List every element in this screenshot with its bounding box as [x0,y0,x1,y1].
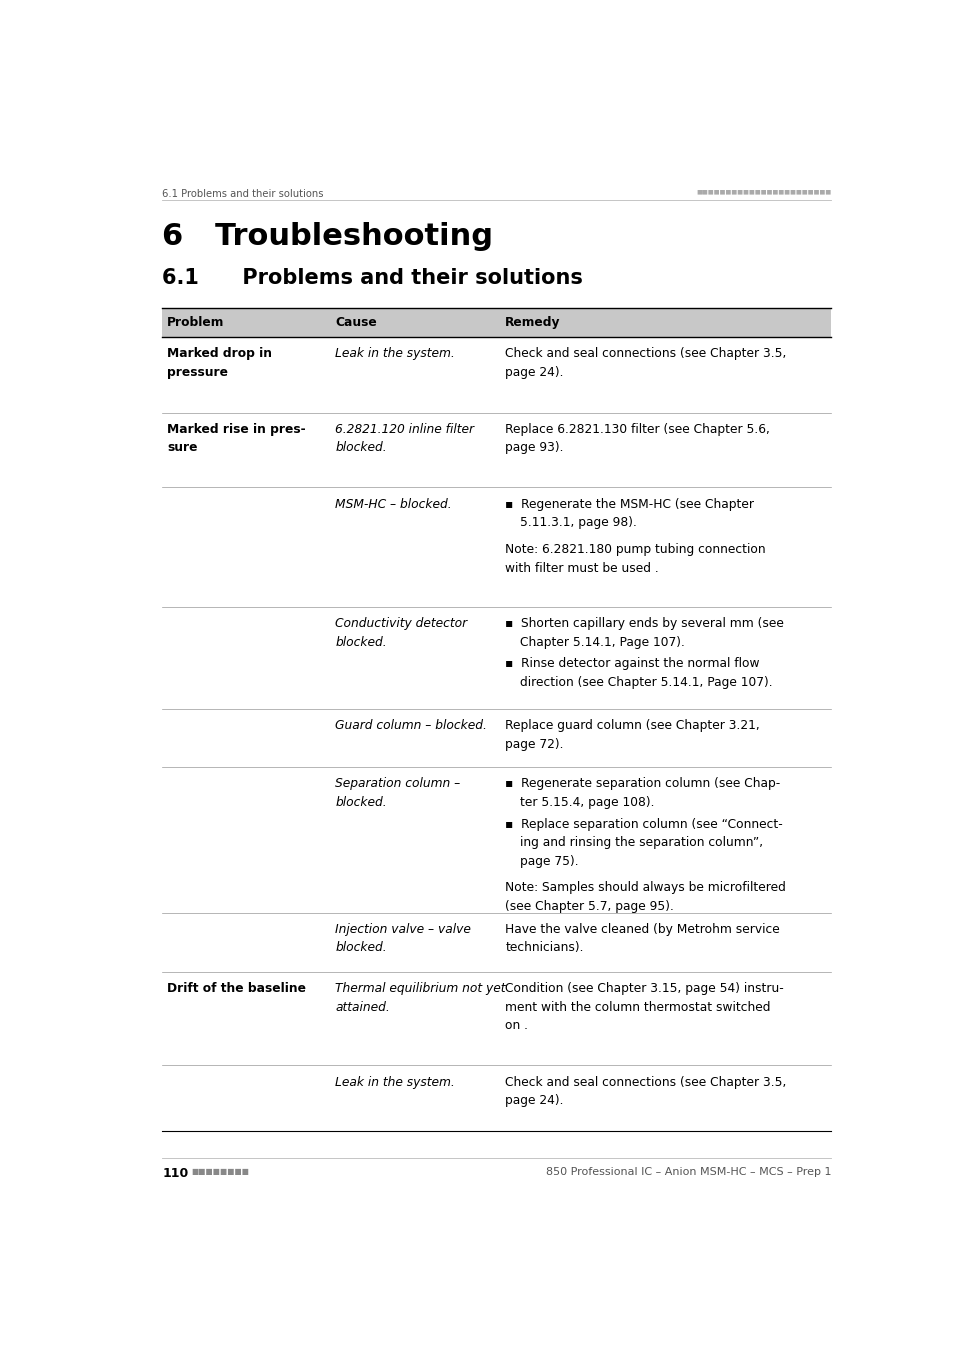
Text: 6.1 Problems and their solutions: 6.1 Problems and their solutions [162,189,323,198]
Text: Cause: Cause [335,316,376,328]
Text: ▪  Regenerate the MSM-HC (see Chapter: ▪ Regenerate the MSM-HC (see Chapter [505,498,754,510]
Text: 5.11.3.1, page 98).: 5.11.3.1, page 98). [519,516,637,529]
Text: MSM-HC – blocked.: MSM-HC – blocked. [335,498,452,510]
Text: 6   Troubleshooting: 6 Troubleshooting [162,223,493,251]
Text: Injection valve – valve: Injection valve – valve [335,923,471,936]
Text: ment with the column thermostat switched: ment with the column thermostat switched [505,1000,770,1014]
Text: blocked.: blocked. [335,441,386,455]
Text: blocked.: blocked. [335,636,386,649]
Text: Remedy: Remedy [505,316,560,328]
Text: page 93).: page 93). [505,441,563,455]
Text: page 24).: page 24). [505,366,563,378]
Text: Replace 6.2821.130 filter (see Chapter 5.6,: Replace 6.2821.130 filter (see Chapter 5… [505,423,769,436]
Text: ▪  Rinse detector against the normal flow: ▪ Rinse detector against the normal flow [505,657,759,671]
Text: Replace guard column (see Chapter 3.21,: Replace guard column (see Chapter 3.21, [505,720,760,732]
Text: direction (see Chapter 5.14.1, Page 107).: direction (see Chapter 5.14.1, Page 107)… [519,676,772,688]
Text: technicians).: technicians). [505,941,583,954]
Text: ter 5.15.4, page 108).: ter 5.15.4, page 108). [519,796,654,809]
Text: ▪  Shorten capillary ends by several mm (see: ▪ Shorten capillary ends by several mm (… [505,617,783,630]
Text: on .: on . [505,1019,528,1033]
Text: Problem: Problem [167,316,225,328]
Text: Leak in the system.: Leak in the system. [335,1076,455,1088]
Text: Condition (see Chapter 3.15, page 54) instru-: Condition (see Chapter 3.15, page 54) in… [505,983,783,995]
Text: ▪  Replace separation column (see “Connect-: ▪ Replace separation column (see “Connec… [505,818,782,830]
Text: Guard column – blocked.: Guard column – blocked. [335,720,486,732]
Text: page 75).: page 75). [519,855,578,868]
Text: Marked rise in pres-: Marked rise in pres- [167,423,306,436]
Text: Note: Samples should always be microfiltered: Note: Samples should always be microfilt… [505,882,785,894]
Text: 6.2821.120 inline filter: 6.2821.120 inline filter [335,423,474,436]
Text: attained.: attained. [335,1000,390,1014]
Text: pressure: pressure [167,366,228,378]
Text: 850 Professional IC – Anion MSM-HC – MCS – Prep 1: 850 Professional IC – Anion MSM-HC – MCS… [545,1168,830,1177]
Bar [162,308,830,336]
Text: Note: 6.2821.180 pump tubing connection: Note: 6.2821.180 pump tubing connection [505,543,765,556]
Text: ▪  Regenerate separation column (see Chap-: ▪ Regenerate separation column (see Chap… [505,778,780,790]
Text: ■■■■■■■■■■■■■■■■■■■■■■■: ■■■■■■■■■■■■■■■■■■■■■■■ [696,189,830,194]
Text: 6.1      Problems and their solutions: 6.1 Problems and their solutions [162,269,582,288]
Text: Marked drop in: Marked drop in [167,347,272,360]
Text: Conductivity detector: Conductivity detector [335,617,467,630]
Text: Have the valve cleaned (by Metrohm service: Have the valve cleaned (by Metrohm servi… [505,923,780,936]
Text: Leak in the system.: Leak in the system. [335,347,455,360]
Text: sure: sure [167,441,197,455]
Text: (see Chapter 5.7, page 95).: (see Chapter 5.7, page 95). [505,900,674,913]
Text: Chapter 5.14.1, Page 107).: Chapter 5.14.1, Page 107). [519,636,684,649]
Text: ■■■■■■■■: ■■■■■■■■ [192,1168,250,1176]
Text: Check and seal connections (see Chapter 3.5,: Check and seal connections (see Chapter … [505,1076,785,1088]
Text: Drift of the baseline: Drift of the baseline [167,983,306,995]
Text: Separation column –: Separation column – [335,778,460,790]
Text: blocked.: blocked. [335,941,386,954]
Text: Check and seal connections (see Chapter 3.5,: Check and seal connections (see Chapter … [505,347,785,360]
Text: 110: 110 [162,1168,188,1180]
Text: page 72).: page 72). [505,737,563,751]
Text: ing and rinsing the separation column”,: ing and rinsing the separation column”, [519,836,762,849]
Text: page 24).: page 24). [505,1095,563,1107]
Text: Thermal equilibrium not yet: Thermal equilibrium not yet [335,983,505,995]
Text: with filter must be used .: with filter must be used . [505,562,659,575]
Text: blocked.: blocked. [335,796,386,809]
